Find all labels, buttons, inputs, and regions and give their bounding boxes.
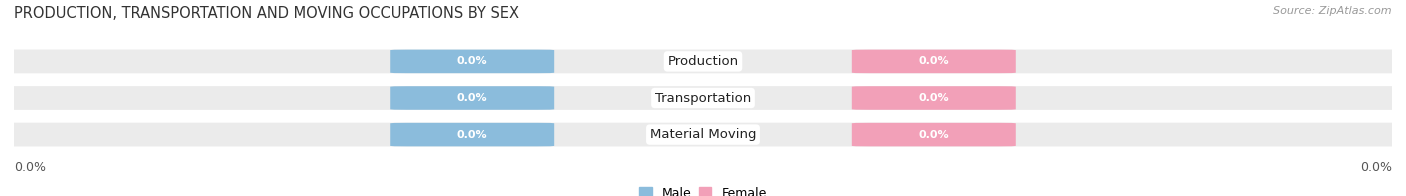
FancyBboxPatch shape	[391, 50, 554, 73]
Text: 0.0%: 0.0%	[14, 161, 46, 174]
FancyBboxPatch shape	[0, 123, 1406, 146]
Text: Production: Production	[668, 55, 738, 68]
Text: Source: ZipAtlas.com: Source: ZipAtlas.com	[1274, 6, 1392, 16]
Text: 0.0%: 0.0%	[457, 56, 488, 66]
Text: 0.0%: 0.0%	[457, 93, 488, 103]
FancyBboxPatch shape	[391, 86, 554, 110]
Text: Transportation: Transportation	[655, 92, 751, 104]
Text: 0.0%: 0.0%	[1360, 161, 1392, 174]
Text: 0.0%: 0.0%	[918, 93, 949, 103]
FancyBboxPatch shape	[391, 123, 554, 146]
Legend: Male, Female: Male, Female	[636, 183, 770, 196]
FancyBboxPatch shape	[852, 50, 1015, 73]
FancyBboxPatch shape	[852, 123, 1015, 146]
Text: 0.0%: 0.0%	[918, 130, 949, 140]
Text: 0.0%: 0.0%	[457, 130, 488, 140]
FancyBboxPatch shape	[0, 50, 1406, 73]
Text: Material Moving: Material Moving	[650, 128, 756, 141]
FancyBboxPatch shape	[0, 86, 1406, 110]
Text: 0.0%: 0.0%	[918, 56, 949, 66]
FancyBboxPatch shape	[852, 86, 1015, 110]
Text: PRODUCTION, TRANSPORTATION AND MOVING OCCUPATIONS BY SEX: PRODUCTION, TRANSPORTATION AND MOVING OC…	[14, 6, 519, 21]
